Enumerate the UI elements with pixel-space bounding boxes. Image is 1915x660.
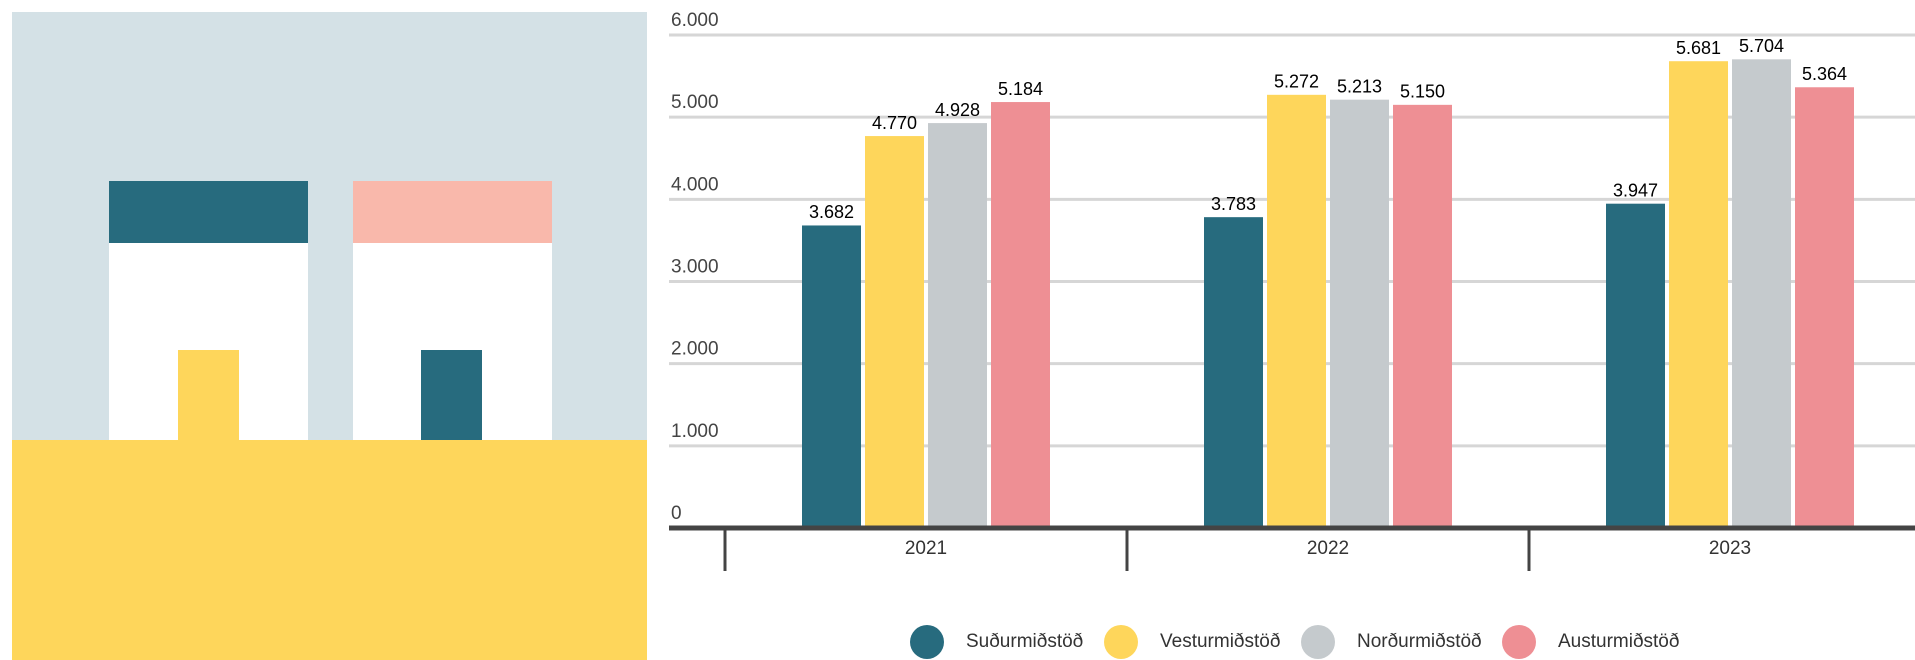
bar [1606,203,1665,528]
value-label: 4.770 [872,113,917,133]
bar [1795,87,1854,529]
chart: 0 1.000 2.000 3.000 4.000 5.000 6.000 2021 3.682… [669,10,1915,659]
roof [109,181,308,243]
bar [1669,61,1728,528]
door [421,350,482,440]
value-label: 3.682 [809,202,854,222]
y-tick-label: 2.000 [671,339,719,360]
bar [1330,99,1389,529]
legend-label: Suðurmiðstöð [966,631,1083,652]
bar [928,123,987,528]
value-label: 3.783 [1211,194,1256,214]
bar [865,136,924,528]
bar [1204,217,1263,528]
legend-marker [1301,625,1335,659]
value-label: 5.184 [998,79,1043,99]
bar [802,225,861,528]
y-tick-label: 5.000 [671,92,719,113]
value-label: 3.947 [1613,180,1658,200]
legend-marker [1502,625,1536,659]
y-tick-label: 1.000 [671,421,719,442]
x-tick-label: 2022 [1307,538,1349,559]
bar [1267,94,1326,529]
value-label: 5.272 [1274,72,1319,92]
legend-label: Norðurmiðstöð [1357,631,1482,652]
value-label: 5.213 [1337,76,1382,96]
y-tick-label: 3.000 [671,257,719,278]
legend-marker [1104,625,1138,659]
value-label: 5.681 [1676,38,1721,58]
y-tick-label: 6.000 [671,10,719,31]
bar [1732,59,1791,528]
value-label: 5.150 [1400,82,1445,102]
value-label: 4.928 [935,100,980,120]
illustration [12,12,647,660]
door [178,350,239,440]
legend-label: Vesturmiðstöð [1160,631,1280,652]
x-tick-label: 2021 [905,538,947,559]
bar [1393,104,1452,528]
bar [991,102,1050,528]
value-label: 5.704 [1739,36,1784,56]
legend-marker [910,625,944,659]
y-tick-label: 0 [671,503,682,524]
value-label: 5.364 [1802,64,1847,84]
y-tick-label: 4.000 [671,174,719,195]
x-tick-label: 2023 [1709,538,1751,559]
ground [12,440,647,660]
legend-label: Austurmiðstöð [1558,631,1679,652]
roof [353,181,552,243]
